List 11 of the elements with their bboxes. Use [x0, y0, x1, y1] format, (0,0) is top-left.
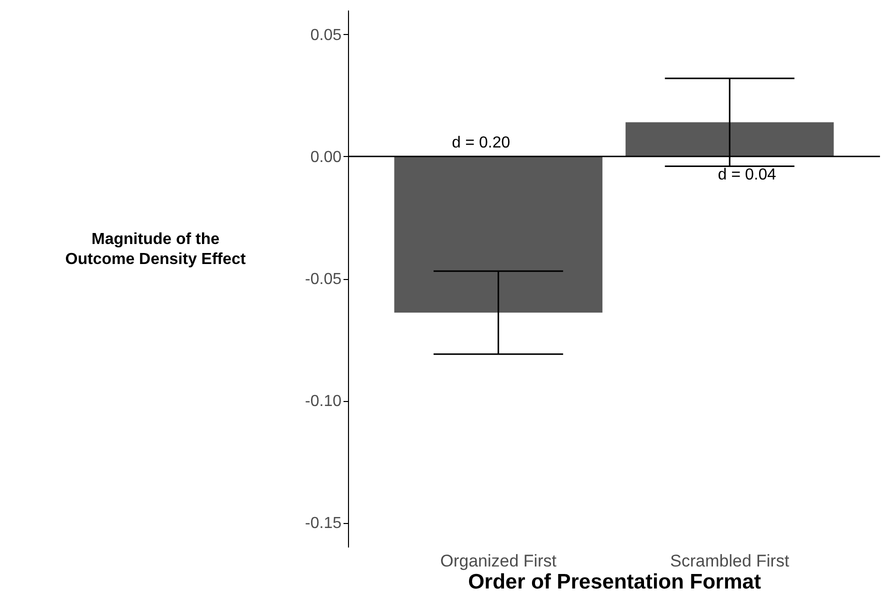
y-tick-label: 0.00	[310, 148, 342, 166]
x-axis-title: Order of Presentation Format	[468, 570, 761, 594]
y-tick-label: -0.05	[305, 271, 342, 288]
y-tick-label: -0.15	[305, 515, 342, 532]
y-axis-title: Magnitude of the Outcome Density Effect	[65, 231, 246, 268]
x-tick-label: Scrambled First	[670, 552, 790, 570]
x-tick-label: Organized First	[440, 552, 557, 570]
y-tick-label: 0.05	[310, 26, 342, 44]
annotation: d = 0.04	[718, 166, 776, 184]
y-tick-label: -0.10	[305, 393, 342, 410]
annotation: d = 0.20	[452, 134, 510, 152]
